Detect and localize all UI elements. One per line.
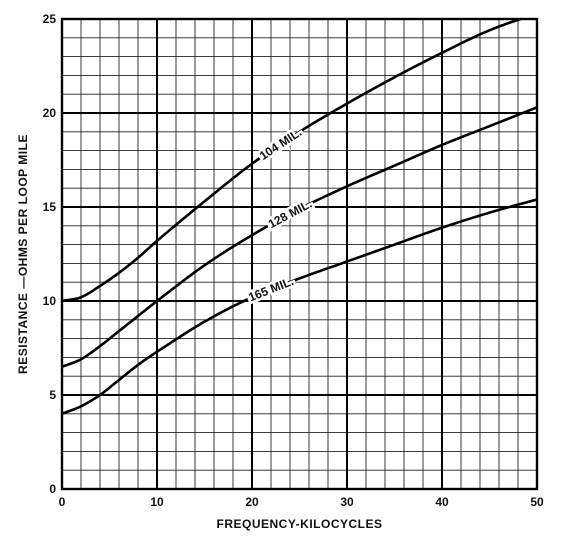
x-tick-label: 20 bbox=[245, 495, 259, 509]
x-tick-label: 50 bbox=[530, 495, 544, 509]
y-tick-label: 20 bbox=[43, 106, 57, 120]
series-line-3 bbox=[62, 198, 537, 416]
series-line-1 bbox=[62, 19, 525, 303]
x-tick-label: 30 bbox=[340, 495, 354, 509]
series-label-1: 104 MIL. bbox=[257, 125, 304, 163]
x-tick-label: 0 bbox=[59, 495, 66, 509]
y-tick-label: 10 bbox=[43, 294, 57, 308]
series-layer bbox=[62, 19, 537, 416]
x-axis-title: FREQUENCY-KILOCYCLES bbox=[216, 517, 382, 531]
y-tick-label: 15 bbox=[43, 200, 57, 214]
y-axis-title: RESISTANCE —OHMS PER LOOP MILE bbox=[16, 134, 30, 374]
minor-grid bbox=[61, 18, 538, 490]
y-tick-label: 25 bbox=[43, 12, 57, 26]
plot-frame bbox=[60, 17, 539, 491]
x-tick-label: 10 bbox=[150, 495, 164, 509]
x-tick-label: 40 bbox=[435, 495, 449, 509]
y-tick-label: 0 bbox=[49, 482, 56, 496]
tick-label-layer: 0 10 20 30 40 50 0 5 10 15 20 25 bbox=[43, 12, 544, 509]
major-grid bbox=[60, 17, 539, 491]
series-line-2 bbox=[62, 106, 537, 369]
y-tick-label: 5 bbox=[49, 388, 56, 402]
